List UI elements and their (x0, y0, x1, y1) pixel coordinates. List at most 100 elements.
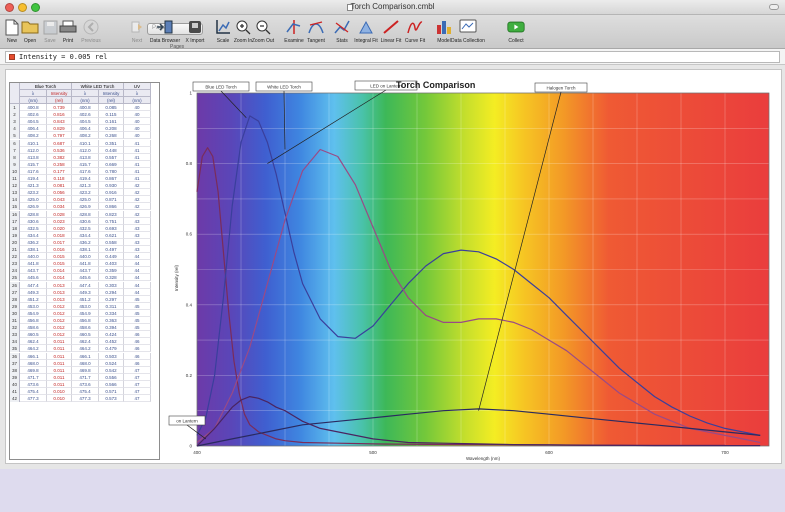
table-cell[interactable]: 0.536 (47, 146, 72, 154)
row-number[interactable]: 28 (10, 295, 20, 303)
table-cell[interactable]: 426.9 (72, 203, 99, 211)
table-cell[interactable]: 0.012 (47, 302, 72, 310)
table-cell[interactable]: 0.669 (99, 160, 124, 168)
zoom-in-button[interactable]: Zoom In (226, 16, 260, 48)
row-number[interactable]: 41 (10, 388, 20, 396)
table-cell[interactable]: 43 (124, 246, 151, 254)
data-collection-button[interactable]: Data Collection (451, 16, 485, 48)
table-cell[interactable]: 441.8 (20, 260, 47, 268)
row-number[interactable]: 11 (10, 175, 20, 183)
table-cell[interactable]: 45 (124, 295, 151, 303)
table-cell[interactable]: 0.056 (47, 189, 72, 197)
table-cell[interactable]: 0.011 (47, 380, 72, 388)
table-cell[interactable]: 408.2 (72, 132, 99, 140)
table-cell[interactable]: 45 (124, 302, 151, 310)
table-cell[interactable]: 451.2 (20, 295, 47, 303)
table-cell[interactable]: 428.8 (20, 210, 47, 218)
row-number[interactable]: 31 (10, 317, 20, 325)
table-cell[interactable]: 44 (124, 267, 151, 275)
table-cell[interactable]: 0.015 (47, 260, 72, 268)
table-cell[interactable]: 46 (124, 352, 151, 360)
table-cell[interactable]: 473.6 (20, 380, 47, 388)
table-cell[interactable]: 0.866 (99, 203, 124, 211)
table-cell[interactable]: 0.497 (99, 246, 124, 254)
table-cell[interactable]: 46 (124, 359, 151, 367)
table-cell[interactable]: 454.9 (20, 309, 47, 317)
model-button[interactable]: Model (427, 16, 461, 48)
table-cell[interactable]: 0.780 (99, 167, 124, 175)
column-group-header[interactable]: UV (124, 83, 151, 90)
table-cell[interactable]: 46 (124, 331, 151, 339)
table-cell[interactable]: 0.797 (47, 132, 72, 140)
scale-button[interactable]: Scale (206, 16, 240, 48)
table-cell[interactable]: 434.4 (20, 231, 47, 239)
row-number[interactable]: 14 (10, 196, 20, 204)
row-number[interactable]: 24 (10, 267, 20, 275)
row-number[interactable]: 33 (10, 331, 20, 339)
table-cell[interactable]: 466.1 (72, 352, 99, 360)
data-browser-button[interactable]: Data Browser (148, 16, 182, 48)
table-cell[interactable]: 0.013 (47, 281, 72, 289)
row-number[interactable]: 30 (10, 309, 20, 317)
column-header[interactable]: λ (72, 90, 99, 97)
table-cell[interactable]: 440.0 (72, 253, 99, 261)
table-cell[interactable]: 0.115 (99, 111, 124, 119)
table-cell[interactable]: 0.621 (99, 231, 124, 239)
row-number[interactable]: 34 (10, 338, 20, 346)
row-number[interactable]: 1 (10, 104, 20, 112)
save-button[interactable]: Save (33, 16, 67, 48)
table-cell[interactable]: 441.8 (72, 260, 99, 268)
linear-fit-button[interactable]: Linear Fit (374, 16, 408, 48)
table-cell[interactable]: 0.448 (99, 146, 124, 154)
table-cell[interactable]: 0.294 (99, 288, 124, 296)
table-cell[interactable]: 0.081 (47, 182, 72, 190)
row-number[interactable]: 35 (10, 345, 20, 353)
table-cell[interactable]: 0.693 (99, 224, 124, 232)
table-cell[interactable]: 44 (124, 274, 151, 282)
table-cell[interactable]: 404.5 (72, 118, 99, 126)
table-cell[interactable]: 0.043 (47, 196, 72, 204)
table-cell[interactable]: 477.3 (72, 395, 99, 403)
row-number[interactable]: 16 (10, 210, 20, 218)
table-cell[interactable]: 0.829 (47, 125, 72, 133)
table-cell[interactable]: 0.258 (47, 160, 72, 168)
table-cell[interactable]: 0.573 (99, 395, 124, 403)
table-cell[interactable]: 47 (124, 373, 151, 381)
table-cell[interactable]: 0.566 (99, 380, 124, 388)
row-number[interactable]: 2 (10, 111, 20, 119)
table-cell[interactable]: 0.751 (99, 217, 124, 225)
table-cell[interactable]: 46 (124, 345, 151, 353)
print-button[interactable]: Print (51, 16, 85, 48)
column-unit[interactable]: (nm) (124, 97, 151, 104)
table-cell[interactable]: 440.0 (20, 253, 47, 261)
table-cell[interactable]: 41 (124, 139, 151, 147)
table-cell[interactable]: 449.3 (72, 288, 99, 296)
table-cell[interactable]: 0.479 (99, 345, 124, 353)
table-cell[interactable]: 0.161 (99, 118, 124, 126)
table-cell[interactable]: 0.012 (47, 309, 72, 317)
row-number[interactable]: 6 (10, 139, 20, 147)
column-group-header[interactable]: Blue Torch (20, 83, 72, 90)
table-cell[interactable]: 0.011 (47, 338, 72, 346)
table-cell[interactable]: 462.4 (20, 338, 47, 346)
examine-button[interactable]: Examine (277, 16, 311, 48)
row-number[interactable]: 13 (10, 189, 20, 197)
table-cell[interactable]: 0.867 (99, 175, 124, 183)
table-cell[interactable]: 40 (124, 125, 151, 133)
table-cell[interactable]: 408.2 (20, 132, 47, 140)
column-unit[interactable]: (rel) (47, 97, 72, 104)
row-number[interactable]: 15 (10, 203, 20, 211)
table-cell[interactable]: 469.8 (20, 366, 47, 374)
table-cell[interactable]: 42 (124, 182, 151, 190)
table-cell[interactable]: 45 (124, 309, 151, 317)
table-cell[interactable]: 400.8 (72, 104, 99, 112)
table-cell[interactable]: 40 (124, 111, 151, 119)
table-cell[interactable]: 423.2 (20, 189, 47, 197)
table-cell[interactable]: 0.268 (99, 132, 124, 140)
table-cell[interactable]: 0.542 (99, 366, 124, 374)
table-cell[interactable]: 402.6 (20, 111, 47, 119)
table-cell[interactable]: 432.5 (72, 224, 99, 232)
toolbar-toggle-button[interactable] (769, 4, 779, 10)
table-cell[interactable]: 454.9 (72, 309, 99, 317)
table-cell[interactable]: 0.018 (47, 231, 72, 239)
